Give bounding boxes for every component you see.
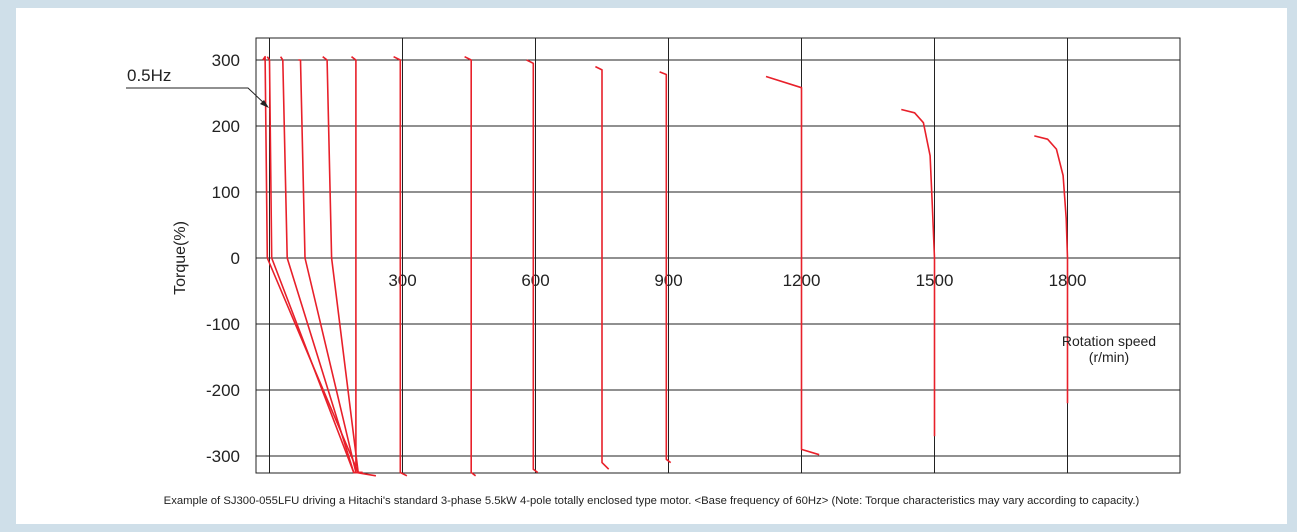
x-tick-labels: 300 600 900 1200 1500 1800 <box>388 271 1086 290</box>
y-tick--300: -300 <box>206 447 240 466</box>
torque-curve-14 <box>1034 135 1069 404</box>
x-tick-600: 600 <box>521 271 549 290</box>
x-axis-label-line-2: (r/min) <box>1089 349 1129 365</box>
torque-curve-12 <box>765 75 820 456</box>
torque-curves <box>262 55 1069 477</box>
chart-caption: Example of SJ300-055LFU driving a Hitach… <box>163 495 1140 507</box>
torque-curve-3 <box>279 56 359 474</box>
annotation-leader-line <box>126 87 267 106</box>
torque-curve-11 <box>659 71 672 464</box>
torque-curve-8 <box>464 55 477 477</box>
y-tick-100: 100 <box>212 183 240 202</box>
annotation-label: 0.5Hz <box>127 66 171 85</box>
x-axis-label: Rotation speed (r/min) <box>1062 333 1156 365</box>
y-tick-200: 200 <box>212 117 240 136</box>
torque-curve-1 <box>262 55 363 474</box>
torque-curve-9 <box>526 59 539 474</box>
torque-curve-6 <box>351 56 377 477</box>
x-tick-300: 300 <box>388 271 416 290</box>
y-tick--100: -100 <box>206 315 240 334</box>
y-tick-300: 300 <box>212 51 240 70</box>
x-tick-900: 900 <box>654 271 682 290</box>
x-axis-label-line-1: Rotation speed <box>1062 333 1156 349</box>
y-axis-label: Torque(%) <box>172 221 189 295</box>
y-tick-0: 0 <box>231 249 240 268</box>
plot-border <box>255 37 1181 474</box>
grid-lines <box>255 37 1181 474</box>
torque-curve-13 <box>901 108 936 437</box>
torque-curve-10 <box>595 65 610 470</box>
y-tick-labels: 300 200 100 0 -100 -200 -300 <box>206 51 240 466</box>
frequency-annotation: 0.5Hz <box>126 66 269 108</box>
y-tick--200: -200 <box>206 381 240 400</box>
annotation-arrowhead <box>260 100 269 108</box>
torque-curve-2 <box>266 56 363 474</box>
chart-panel: 300 200 100 0 -100 -200 -300 300 600 900 1200 1500… <box>16 8 1287 524</box>
torque-curve-7 <box>393 55 408 477</box>
